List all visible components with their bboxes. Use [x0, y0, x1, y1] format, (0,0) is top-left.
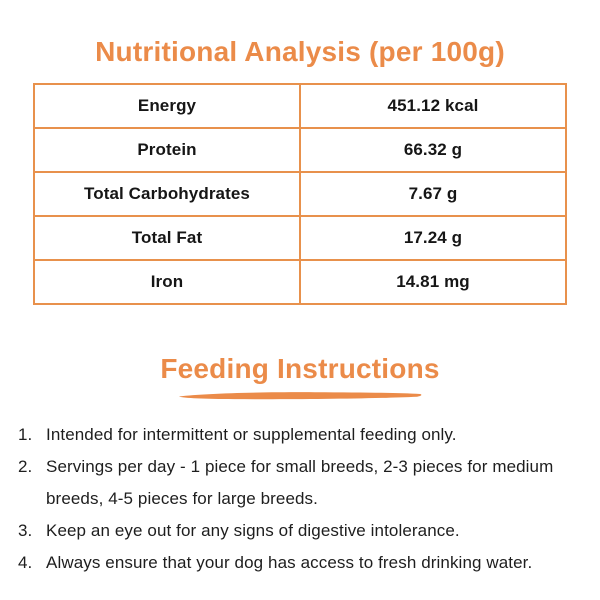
nutrient-value-cell: 451.12 kcal [299, 83, 567, 129]
table-row: Total Carbohydrates 7.67 g [33, 171, 567, 217]
feeding-instructions-list: 1. Intended for intermittent or suppleme… [18, 419, 586, 579]
nutrient-label-cell: Iron [33, 259, 301, 305]
nutrient-label-cell: Total Carbohydrates [33, 171, 301, 217]
nutrient-label-cell: Total Fat [33, 215, 301, 261]
nutrient-value-cell: 66.32 g [299, 127, 567, 173]
table-row: Iron 14.81 mg [33, 259, 567, 305]
nutrient-value-cell: 17.24 g [299, 215, 567, 261]
list-item: 3. Keep an eye out for any signs of dige… [18, 515, 586, 547]
list-item-text: Servings per day - 1 piece for small bre… [46, 457, 554, 508]
table-row: Protein 66.32 g [33, 127, 567, 173]
list-item-text: Always ensure that your dog has access t… [46, 553, 533, 572]
list-item-number: 1. [18, 425, 33, 444]
table-row: Energy 451.12 kcal [33, 83, 567, 129]
feeding-instructions-heading: Feeding Instructions [160, 353, 440, 384]
list-item-text: Keep an eye out for any signs of digesti… [46, 521, 460, 540]
list-item-text: Intended for intermittent or supplementa… [46, 425, 457, 444]
table-row: Total Fat 17.24 g [33, 215, 567, 261]
nutrition-table: Energy 451.12 kcal Protein 66.32 g Total… [33, 83, 567, 305]
list-item: 2. Servings per day - 1 piece for small … [18, 451, 586, 515]
brush-underline-decoration [178, 392, 422, 400]
list-item-number: 2. [18, 457, 33, 476]
list-item-number: 4. [18, 553, 33, 572]
nutrient-value-cell: 7.67 g [299, 171, 567, 217]
list-item: 1. Intended for intermittent or suppleme… [18, 419, 586, 451]
list-item: 4. Always ensure that your dog has acces… [18, 547, 586, 579]
page-title: Nutritional Analysis (per 100g) [95, 36, 505, 67]
nutrient-label-cell: Energy [33, 83, 301, 129]
nutrient-label-cell: Protein [33, 127, 301, 173]
nutrient-value-cell: 14.81 mg [299, 259, 567, 305]
list-item-number: 3. [18, 521, 33, 540]
